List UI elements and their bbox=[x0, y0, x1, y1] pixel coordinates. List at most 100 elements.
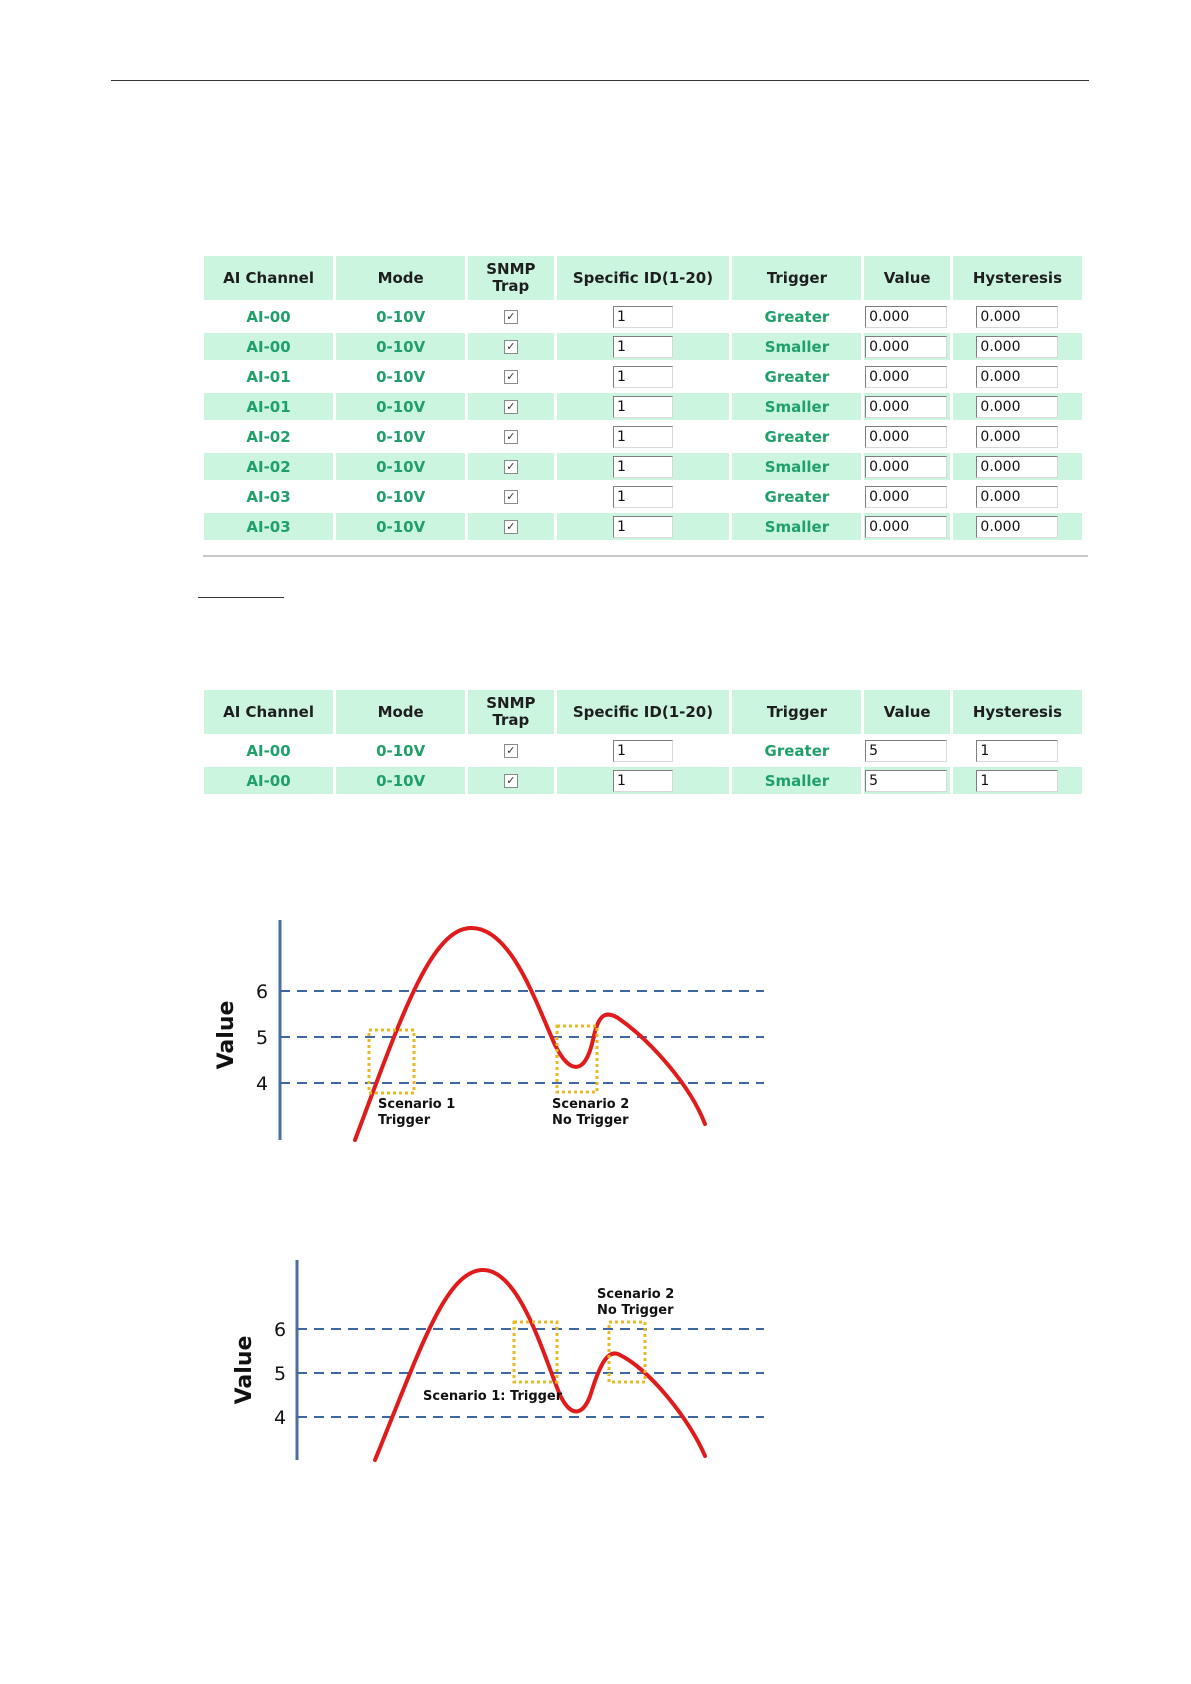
mode-cell: 0-10V bbox=[376, 741, 426, 760]
table-row: AI-02 0-10V ✓ 1 Smaller 0.000 0.000 bbox=[204, 453, 1082, 480]
value-input[interactable]: 0.000 bbox=[865, 335, 948, 358]
specific-id-input[interactable]: 1 bbox=[612, 485, 673, 508]
channel-cell: AI-02 bbox=[246, 427, 291, 446]
header-hysteresis: Hysteresis bbox=[952, 256, 1082, 300]
specific-id-input[interactable]: 1 bbox=[612, 335, 673, 358]
specific-id-input[interactable]: 1 bbox=[612, 365, 673, 388]
header-snmp-trap-label: SNMP Trap bbox=[486, 260, 536, 295]
mode-cell: 0-10V bbox=[376, 487, 426, 506]
channel-cell: AI-00 bbox=[246, 741, 291, 760]
specific-id-input[interactable]: 1 bbox=[612, 425, 673, 448]
header-value: Value bbox=[864, 256, 950, 300]
scenario-2-label: Scenario 2 bbox=[552, 1097, 629, 1112]
value-input[interactable]: 5 bbox=[865, 739, 948, 762]
hysteresis-input[interactable]: 0.000 bbox=[976, 425, 1059, 448]
value-input[interactable]: 5 bbox=[865, 769, 948, 792]
scenario-1-label: Scenario 1: Trigger bbox=[423, 1389, 563, 1404]
channel-cell: AI-03 bbox=[204, 513, 334, 540]
hysteresis-input[interactable]: 0.000 bbox=[976, 515, 1059, 538]
tick-label-4: 4 bbox=[274, 1407, 286, 1429]
hysteresis-graph-1: 6 5 4 Value Scenario 1 Trigger Scenario … bbox=[214, 920, 764, 1142]
value-input[interactable]: 0.000 bbox=[865, 485, 948, 508]
header-specific-id: Specific ID(1-20) bbox=[556, 690, 730, 734]
scenario-2-result: No Trigger bbox=[597, 1303, 674, 1318]
snmp-trap-checkbox[interactable]: ✓ bbox=[503, 370, 518, 384]
channel-cell: AI-01 bbox=[204, 393, 334, 420]
trigger-cell: Smaller bbox=[732, 393, 862, 420]
snmp-trap-checkbox[interactable]: ✓ bbox=[503, 490, 518, 504]
table-row: AI-01 0-10V ✓ 1 Greater 0.000 0.000 bbox=[204, 363, 1082, 390]
scenario-2-label: Scenario 2 bbox=[597, 1287, 674, 1302]
table-row: AI-00 0-10V ✓ 1 Smaller 0.000 0.000 bbox=[204, 333, 1082, 360]
trigger-cell: Greater bbox=[764, 427, 830, 446]
snmp-trap-checkbox[interactable]: ✓ bbox=[503, 430, 518, 444]
scenario-1-result: Trigger bbox=[378, 1113, 431, 1128]
hysteresis-input[interactable]: 1 bbox=[976, 769, 1059, 792]
header-mode: Mode bbox=[336, 690, 466, 734]
channel-cell: AI-00 bbox=[246, 307, 291, 326]
value-input[interactable]: 0.000 bbox=[865, 365, 948, 388]
y-axis-label: Value bbox=[214, 1001, 239, 1070]
ai-alarm-table-default: AI Channel Mode SNMP Trap Specific ID(1-… bbox=[201, 253, 1085, 543]
snmp-trap-checkbox[interactable]: ✓ bbox=[503, 310, 518, 324]
hysteresis-graph-2: 6 5 4 Value Scenario 1: Trigger Scenario… bbox=[232, 1260, 764, 1462]
scenario-2-result: No Trigger bbox=[552, 1113, 629, 1128]
mode-cell: 0-10V bbox=[336, 393, 466, 420]
hysteresis-input[interactable]: 0.000 bbox=[976, 335, 1059, 358]
snmp-trap-checkbox[interactable]: ✓ bbox=[503, 520, 518, 534]
table-row: AI-00 0-10V ✓ 1 Greater 0.000 0.000 bbox=[204, 303, 1082, 330]
header-trigger: Trigger bbox=[732, 690, 862, 734]
value-input[interactable]: 0.000 bbox=[865, 515, 948, 538]
hysteresis-input[interactable]: 1 bbox=[976, 739, 1059, 762]
mode-cell: 0-10V bbox=[376, 367, 426, 386]
snmp-trap-checkbox[interactable]: ✓ bbox=[503, 340, 518, 354]
header-trigger: Trigger bbox=[732, 256, 862, 300]
trigger-cell: Greater bbox=[764, 367, 830, 386]
specific-id-input[interactable]: 1 bbox=[612, 305, 673, 328]
table-row: AI-01 0-10V ✓ 1 Smaller 0.000 0.000 bbox=[204, 393, 1082, 420]
hysteresis-input[interactable]: 0.000 bbox=[976, 365, 1059, 388]
tick-label-6: 6 bbox=[274, 1319, 286, 1341]
table-row: AI-00 0-10V ✓ 1 Greater 5 1 bbox=[204, 737, 1082, 764]
scenario-2-box bbox=[607, 1320, 647, 1384]
trigger-cell: Smaller bbox=[732, 767, 862, 794]
header-snmp-trap-label: SNMP Trap bbox=[486, 694, 536, 729]
value-input[interactable]: 0.000 bbox=[865, 425, 948, 448]
table-header-row: AI Channel Mode SNMP Trap Specific ID(1-… bbox=[204, 256, 1082, 300]
snmp-trap-checkbox[interactable]: ✓ bbox=[503, 460, 518, 474]
specific-id-input[interactable]: 1 bbox=[612, 395, 673, 418]
hysteresis-input[interactable]: 0.000 bbox=[976, 395, 1059, 418]
underline-rule bbox=[198, 597, 284, 598]
trigger-cell: Greater bbox=[764, 307, 830, 326]
value-input[interactable]: 0.000 bbox=[865, 305, 948, 328]
specific-id-input[interactable]: 1 bbox=[612, 515, 673, 538]
mode-cell: 0-10V bbox=[336, 767, 466, 794]
y-axis-label: Value bbox=[232, 1336, 257, 1405]
header-hysteresis: Hysteresis bbox=[952, 690, 1082, 734]
value-input[interactable]: 0.000 bbox=[865, 395, 948, 418]
value-input[interactable]: 0.000 bbox=[865, 455, 948, 478]
header-mode: Mode bbox=[336, 256, 466, 300]
table-row: AI-03 0-10V ✓ 1 Smaller 0.000 0.000 bbox=[204, 513, 1082, 540]
hysteresis-input[interactable]: 0.000 bbox=[976, 455, 1059, 478]
specific-id-input[interactable]: 1 bbox=[612, 769, 673, 792]
signal-curve bbox=[353, 925, 707, 1142]
specific-id-input[interactable]: 1 bbox=[612, 739, 673, 762]
hysteresis-input[interactable]: 0.000 bbox=[976, 305, 1059, 328]
specific-id-input[interactable]: 1 bbox=[612, 455, 673, 478]
trigger-cell: Smaller bbox=[732, 513, 862, 540]
header-snmp-trap: SNMP Trap bbox=[468, 690, 554, 734]
tick-label-5: 5 bbox=[256, 1027, 268, 1049]
snmp-trap-checkbox[interactable]: ✓ bbox=[503, 744, 518, 758]
mode-cell: 0-10V bbox=[336, 513, 466, 540]
trigger-cell: Greater bbox=[764, 741, 830, 760]
header-snmp-trap: SNMP Trap bbox=[468, 256, 554, 300]
hysteresis-input[interactable]: 0.000 bbox=[976, 485, 1059, 508]
snmp-trap-checkbox[interactable]: ✓ bbox=[503, 400, 518, 414]
mode-cell: 0-10V bbox=[376, 427, 426, 446]
tick-label-5: 5 bbox=[274, 1363, 286, 1385]
table-row: AI-00 0-10V ✓ 1 Smaller 5 1 bbox=[204, 767, 1082, 794]
top-rule bbox=[111, 80, 1089, 81]
snmp-trap-checkbox[interactable]: ✓ bbox=[503, 774, 518, 788]
